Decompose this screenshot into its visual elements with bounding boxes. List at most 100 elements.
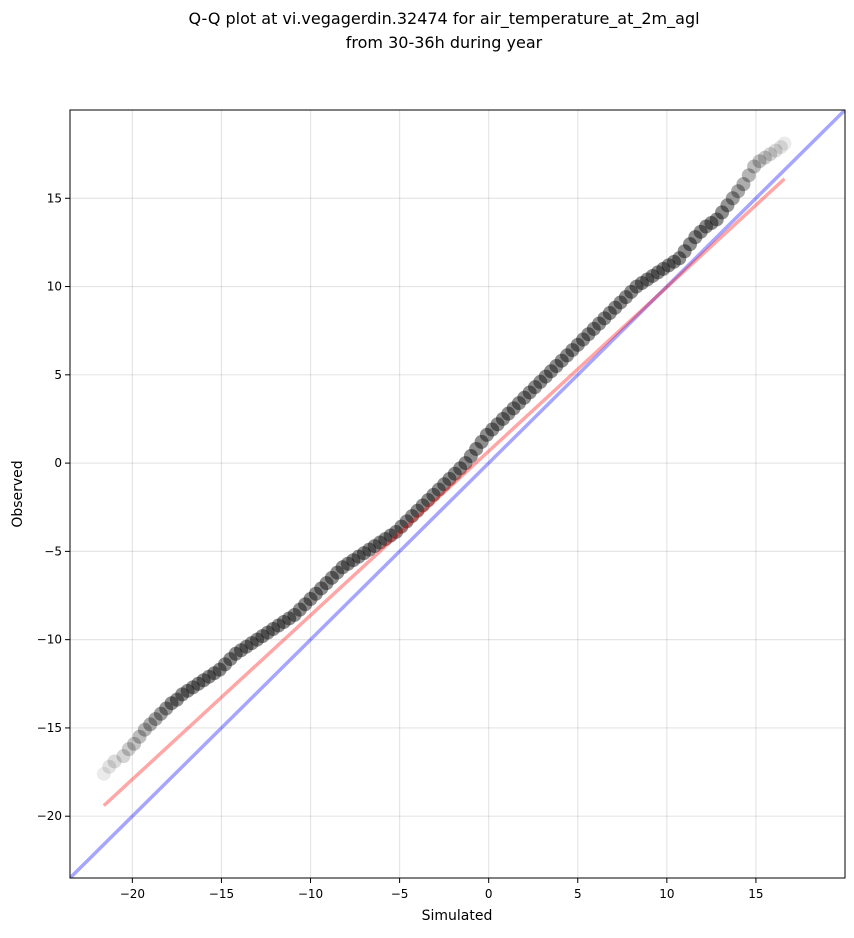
qq-point (560, 348, 575, 363)
qq-point (180, 683, 195, 698)
y-tick-label: 0 (54, 456, 62, 470)
qq-point (661, 258, 676, 273)
qq-point (506, 401, 521, 416)
qq-point (431, 482, 446, 497)
y-tick-label: 10 (47, 280, 62, 294)
qq-point (544, 364, 559, 379)
qq-point (260, 625, 275, 640)
qq-point (479, 427, 494, 442)
x-tick-label: 10 (659, 887, 674, 901)
qq-point (602, 306, 617, 321)
x-tick-label: −10 (298, 887, 323, 901)
qq-point (196, 673, 211, 688)
qq-point (650, 265, 665, 280)
qq-point (415, 498, 430, 513)
qq-point (554, 353, 569, 368)
y-tick-label: −15 (37, 721, 62, 735)
identity-line (70, 110, 845, 878)
qq-point (175, 687, 190, 702)
qq-point (640, 272, 655, 287)
qq-point (677, 244, 692, 259)
qq-point (618, 290, 633, 305)
qq-point (362, 542, 377, 557)
qq-point (715, 205, 730, 220)
y-tick-label: −5 (44, 544, 62, 558)
fit-line (102, 177, 786, 807)
reference-lines (70, 110, 845, 878)
qq-point (629, 279, 644, 294)
qq-point (207, 666, 222, 681)
qq-point (576, 332, 591, 347)
qq-point (405, 509, 420, 524)
qq-point (442, 471, 457, 486)
x-axis-label: Simulated (422, 908, 493, 924)
qq-point (634, 276, 649, 291)
qq-point (565, 343, 580, 358)
qq-point (773, 140, 788, 155)
qq-point (255, 629, 270, 644)
qq-point (747, 159, 762, 174)
qq-point (185, 680, 200, 695)
qq-point (645, 268, 660, 283)
qq-point (244, 636, 259, 651)
x-tick-label: 15 (748, 887, 763, 901)
qq-point (683, 237, 697, 252)
qq-point (736, 177, 751, 192)
qq-point (763, 147, 778, 162)
qq-point (351, 549, 366, 564)
qq-point (303, 592, 318, 607)
qq-point (164, 696, 179, 711)
qq-point (239, 639, 254, 654)
qq-point (308, 586, 323, 601)
qq-point (777, 136, 792, 151)
qq-point (266, 622, 281, 637)
qq-point (137, 722, 152, 737)
plot-area (70, 110, 845, 878)
qq-point (437, 477, 452, 492)
qq-point (447, 466, 462, 481)
y-tick-label: −20 (37, 809, 62, 823)
qq-point (399, 514, 414, 529)
qq-point (495, 411, 510, 426)
qq-point (752, 154, 767, 169)
x-tick-label: −5 (391, 887, 409, 901)
qq-point (389, 524, 404, 539)
qq-point (394, 519, 409, 534)
qq-point (528, 380, 542, 395)
x-tick-label: −20 (120, 887, 145, 901)
qq-point (693, 224, 708, 239)
qq-point (522, 385, 537, 400)
qq-point (511, 396, 526, 411)
qq-point (271, 618, 286, 633)
qq-point (458, 456, 473, 471)
qq-point (356, 546, 371, 561)
qq-point (107, 754, 122, 769)
qq-point (191, 676, 206, 691)
qq-point (613, 295, 628, 310)
qq-point (148, 712, 163, 727)
qq-point (586, 321, 601, 336)
qq-point (373, 535, 387, 550)
qq-point (720, 198, 735, 213)
qq-point (699, 219, 714, 234)
qq-point (223, 652, 238, 667)
qq-point (688, 230, 703, 245)
y-axis-label: Observed (10, 460, 26, 527)
qq-point (768, 143, 783, 158)
qq-point (121, 742, 136, 757)
y-axis-ticks: −20 −15 −10 −5 0 5 10 15 (37, 191, 70, 823)
qq-point (757, 150, 772, 165)
qq-point (538, 369, 553, 384)
qq-point (159, 701, 174, 716)
qq-point (421, 493, 436, 508)
x-tick-label: 5 (574, 887, 582, 901)
qq-point (709, 212, 724, 227)
qq-point (346, 553, 361, 568)
qq-point (218, 657, 232, 672)
qq-point (410, 503, 425, 518)
qq-point (116, 749, 131, 764)
qq-point (592, 316, 607, 331)
qq-point (228, 646, 243, 661)
y-tick-label: 15 (47, 191, 62, 205)
